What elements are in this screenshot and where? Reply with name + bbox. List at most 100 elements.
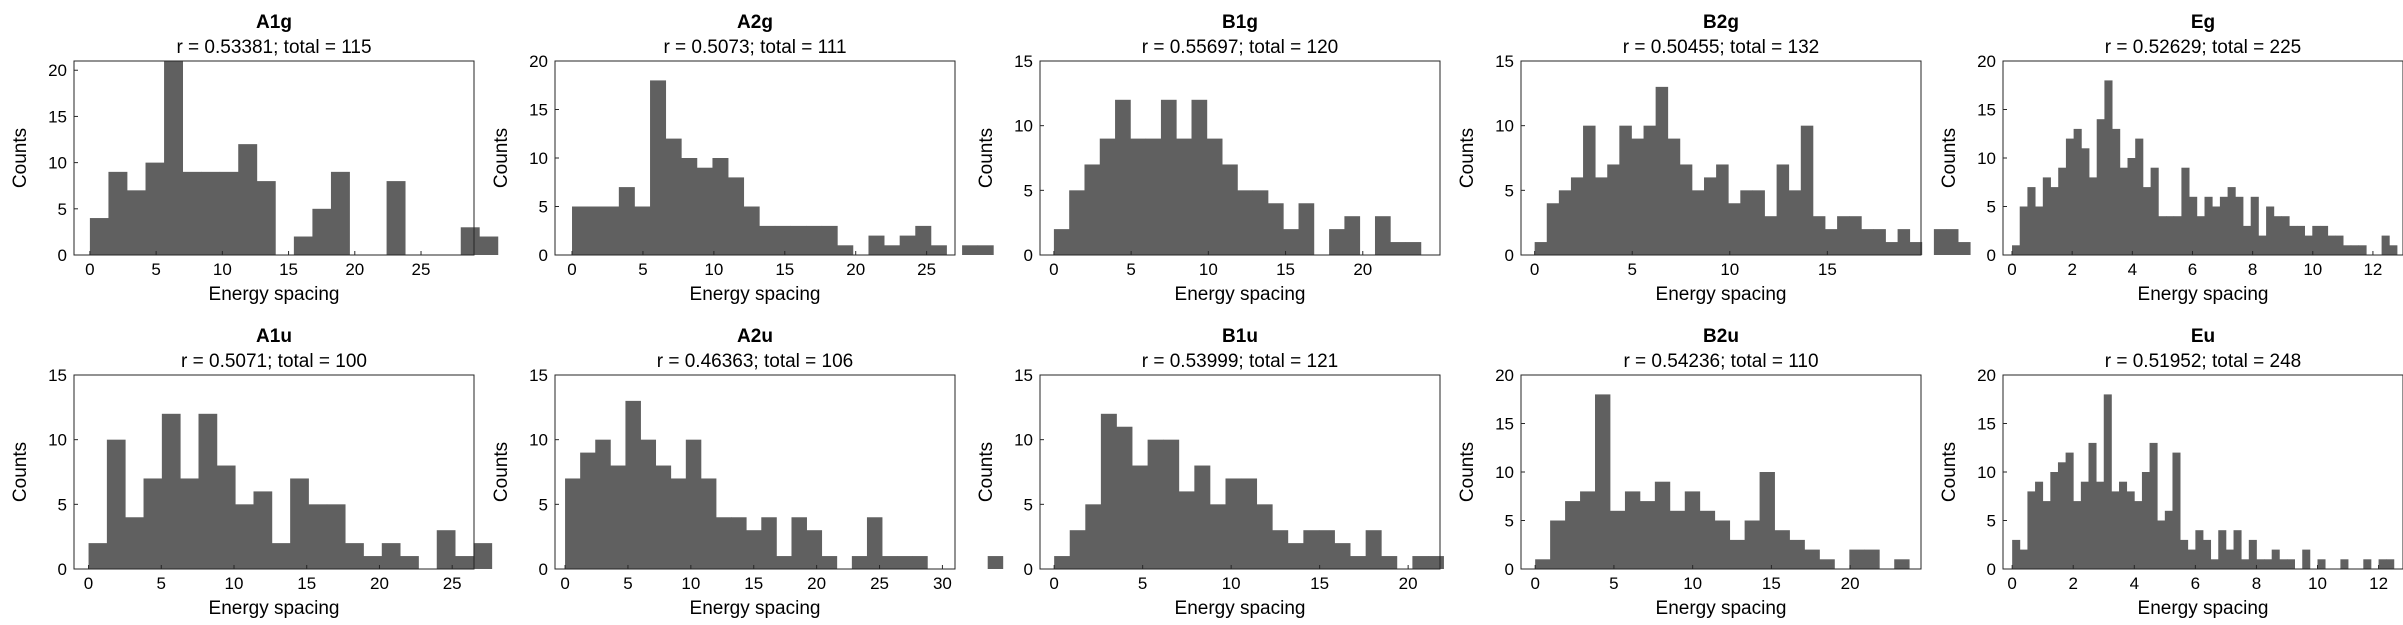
histogram-bar xyxy=(1800,125,1814,255)
histogram-bar xyxy=(2073,501,2082,569)
histogram-bar xyxy=(108,171,128,255)
histogram-bar xyxy=(1861,229,1874,255)
histogram-bar xyxy=(1654,481,1671,569)
chart-subtitle: r = 0.5071; total = 100 xyxy=(181,351,367,372)
histogram-bar xyxy=(1412,556,1429,569)
histogram-bar xyxy=(290,478,309,569)
y-axis-label: Counts xyxy=(1457,128,1478,188)
y-tick-label: 15 xyxy=(48,107,67,126)
chart-subtitle: r = 0.52629; total = 225 xyxy=(2105,37,2302,58)
histogram-panel-a1u: 0 5 10 15 20 25 0 5 10 15 A1u r = 0.5071; total = 1… xyxy=(10,326,493,619)
x-tick-label: 10 xyxy=(2308,574,2327,593)
histogram-bar xyxy=(2302,549,2311,569)
chart-title: A1u xyxy=(256,326,292,347)
histogram-bar xyxy=(1206,138,1223,255)
chart-subtitle: r = 0.46363; total = 106 xyxy=(657,351,854,372)
x-tick-label: 2 xyxy=(2067,260,2076,279)
histogram-bar xyxy=(1864,549,1880,569)
x-axis-label: Energy spacing xyxy=(690,598,821,619)
histogram-bar xyxy=(1365,530,1382,569)
chart-subtitle: r = 0.53381; total = 115 xyxy=(176,37,371,58)
chart-subtitle: r = 0.54236; total = 110 xyxy=(1623,351,1818,372)
histogram-bar xyxy=(386,181,406,255)
histogram-bar xyxy=(1374,216,1391,255)
y-tick-label: 0 xyxy=(58,560,67,579)
histogram-bar xyxy=(2172,452,2181,569)
histogram-bar xyxy=(2196,216,2205,255)
x-tick-label: 4 xyxy=(2128,260,2137,279)
x-tick-label: 0 xyxy=(1530,574,1539,593)
y-tick-label: 10 xyxy=(1495,463,1514,482)
histogram-bar xyxy=(2241,559,2250,569)
histogram-bar xyxy=(1752,190,1765,255)
histogram-bar xyxy=(2173,216,2182,255)
histogram-bar xyxy=(293,236,313,255)
x-tick-label: 25 xyxy=(917,260,936,279)
histogram-bar xyxy=(595,439,611,569)
histogram-bar xyxy=(126,190,146,255)
histogram-bar xyxy=(2363,559,2372,569)
chart-title: B1g xyxy=(1222,12,1258,33)
histogram-bar xyxy=(987,556,1004,569)
y-tick-label: 15 xyxy=(1014,366,1033,385)
axes-frame xyxy=(73,374,475,570)
x-tick-label: 6 xyxy=(2188,260,2197,279)
y-tick-label: 0 xyxy=(539,246,548,265)
histogram-bar xyxy=(1100,413,1117,569)
histogram-bar xyxy=(345,543,364,569)
histogram-bar xyxy=(2035,206,2044,255)
x-tick-label: 5 xyxy=(151,260,160,279)
histogram-bar xyxy=(2273,216,2282,255)
x-tick-label: 20 xyxy=(345,260,364,279)
histogram-bar xyxy=(728,177,745,255)
histogram-bar xyxy=(1558,190,1572,255)
histogram-panel-b1u: 0 5 10 15 20 0 5 10 15 B1u r = 0.53999; total = 12… xyxy=(976,326,1444,619)
histogram-bar xyxy=(1272,530,1289,569)
histogram-bar xyxy=(2065,138,2075,255)
histogram-bar xyxy=(2281,216,2290,255)
histogram-bar xyxy=(1624,491,1641,569)
y-tick-label: 5 xyxy=(1987,198,1996,217)
histogram-bar xyxy=(670,478,687,569)
histogram-bar xyxy=(2088,442,2097,569)
histogram-bar xyxy=(618,187,635,255)
histogram-bar xyxy=(1550,520,1566,569)
histogram-bar xyxy=(2187,549,2196,569)
histogram-bar xyxy=(665,138,682,255)
histogram-bar xyxy=(1160,99,1177,255)
histogram-bar xyxy=(1534,242,1548,255)
histogram-bar xyxy=(610,465,626,569)
histogram-bar xyxy=(2134,501,2143,569)
histogram-bar xyxy=(2042,501,2051,569)
histogram-bar xyxy=(2126,491,2135,569)
histogram-bar xyxy=(1178,491,1195,569)
x-tick-label: 2 xyxy=(2068,574,2077,593)
histogram-bar xyxy=(2218,530,2227,569)
histogram-bar xyxy=(1565,501,1581,569)
x-tick-label: 8 xyxy=(2252,574,2261,593)
histogram-bar xyxy=(1580,491,1596,569)
histogram-bar xyxy=(882,556,898,569)
histogram-bar xyxy=(1789,539,1805,569)
histogram-bar xyxy=(1194,465,1211,569)
histogram-bar xyxy=(1595,177,1608,255)
histogram-bar xyxy=(1909,242,1923,255)
histogram-bar xyxy=(868,235,885,255)
histogram-bar xyxy=(685,439,702,569)
y-tick-label: 10 xyxy=(48,154,67,173)
chart-title: Eg xyxy=(2191,12,2215,33)
histogram-bar xyxy=(625,400,641,569)
x-tick-label: 0 xyxy=(560,574,569,593)
histogram-bar xyxy=(1699,510,1716,569)
x-tick-label: 6 xyxy=(2191,574,2200,593)
x-tick-label: 10 xyxy=(213,260,232,279)
x-tick-label: 5 xyxy=(1138,574,1147,593)
histogram-bar xyxy=(1390,242,1406,255)
histogram-bar xyxy=(681,158,698,255)
x-tick-label: 20 xyxy=(370,574,389,593)
y-tick-label: 15 xyxy=(529,101,548,120)
histogram-bar xyxy=(2378,559,2387,569)
axes-frame xyxy=(1039,374,1441,570)
histogram-bar xyxy=(821,556,838,569)
